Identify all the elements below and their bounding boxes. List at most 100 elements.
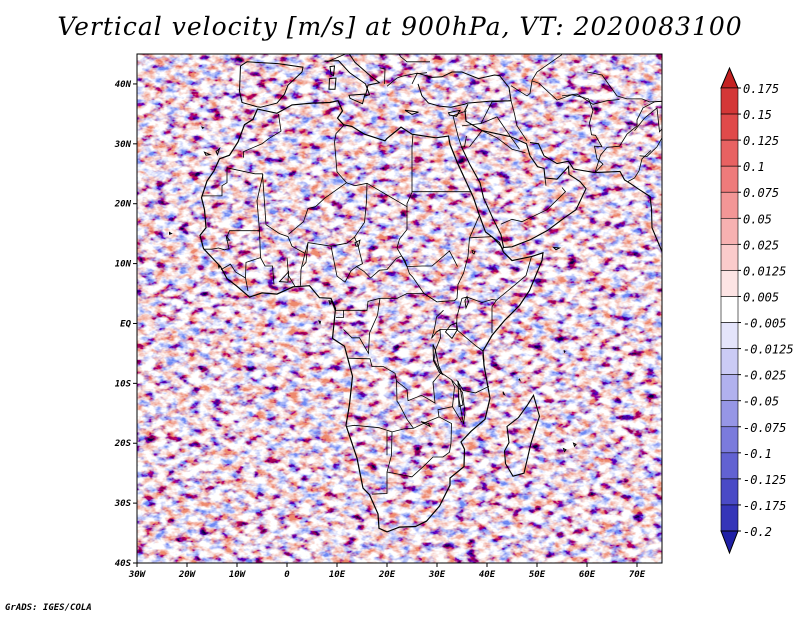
country-border bbox=[456, 296, 498, 334]
colorbar-level-label: 0.075 bbox=[743, 186, 779, 200]
country-border bbox=[401, 250, 458, 268]
country-border bbox=[202, 167, 228, 197]
island-outline bbox=[518, 378, 522, 382]
arabia-coastline bbox=[461, 104, 587, 248]
country-border bbox=[452, 110, 467, 148]
lon-tick-label: 40E bbox=[479, 570, 496, 580]
colorbar-swatch bbox=[720, 452, 739, 480]
country-border bbox=[343, 298, 381, 355]
country-border bbox=[456, 379, 490, 394]
lat-tick-label: 30S bbox=[114, 499, 132, 509]
colorbar-level-label: -0.175 bbox=[743, 499, 786, 513]
island-outline bbox=[447, 109, 461, 117]
colorbar-swatch bbox=[720, 374, 739, 402]
country-border bbox=[302, 242, 309, 267]
island-outline bbox=[201, 126, 205, 130]
colorbar-bottom-arrow bbox=[720, 530, 739, 555]
island-outline bbox=[552, 246, 562, 251]
country-border bbox=[300, 253, 306, 286]
lat-tick-label: 10N bbox=[115, 260, 132, 270]
lat-tick-label: 30N bbox=[114, 140, 132, 150]
country-border bbox=[326, 54, 347, 63]
country-border bbox=[500, 187, 567, 225]
country-border bbox=[336, 310, 344, 318]
lat-tick-label: 20S bbox=[114, 439, 132, 449]
colorbar-swatch bbox=[720, 87, 739, 115]
country-border bbox=[561, 93, 620, 105]
island-outline bbox=[482, 354, 485, 362]
country-border bbox=[347, 357, 442, 404]
lat-tick-label: 40S bbox=[115, 559, 132, 569]
lon-tick-label: 70E bbox=[629, 570, 646, 580]
island-outline bbox=[318, 320, 322, 326]
country-border bbox=[452, 406, 463, 423]
country-border bbox=[379, 67, 386, 84]
colorbar-swatch bbox=[720, 139, 739, 167]
island-outline bbox=[215, 147, 221, 156]
island-outline bbox=[572, 442, 577, 448]
country-border bbox=[371, 380, 415, 495]
island-outline bbox=[348, 93, 366, 105]
country-border bbox=[411, 72, 428, 85]
island-outline bbox=[217, 264, 221, 270]
colorbar-swatch bbox=[720, 191, 739, 219]
island-outline bbox=[169, 231, 173, 235]
iberia-coastline bbox=[238, 61, 304, 108]
country-border bbox=[594, 100, 662, 173]
colorbar-level-label: 0.15 bbox=[743, 108, 772, 122]
africa-coastline bbox=[199, 100, 544, 533]
colorbar-top-arrow bbox=[720, 66, 739, 89]
colorbar-swatch bbox=[720, 165, 739, 193]
italy-coastline bbox=[324, 54, 381, 97]
lake-outline bbox=[432, 344, 444, 376]
country-border bbox=[334, 141, 347, 183]
colorbar-level-label: -0.075 bbox=[743, 421, 786, 435]
country-border bbox=[586, 71, 662, 103]
country-border bbox=[627, 150, 652, 182]
island-outline bbox=[329, 65, 336, 77]
country-border bbox=[544, 177, 547, 186]
colorbar-swatch bbox=[720, 296, 739, 323]
colorbar: 0.175 0.15 0.125 0.1 0.075 0.05 0.025 0.0125 0.0… bbox=[720, 66, 794, 555]
island-outline bbox=[563, 350, 566, 354]
country-border bbox=[413, 416, 452, 458]
map-frame bbox=[136, 53, 663, 564]
country-border bbox=[480, 100, 528, 142]
colorbar-level-label: 0.1 bbox=[743, 160, 765, 174]
country-border bbox=[330, 246, 357, 283]
country-border bbox=[226, 167, 355, 254]
country-border bbox=[461, 116, 520, 150]
chart-title: Vertical velocity [m/s] at 900hPa, VT: 2… bbox=[57, 12, 743, 41]
island-outline bbox=[562, 447, 567, 453]
country-border bbox=[496, 256, 532, 301]
island-outline bbox=[328, 77, 337, 90]
lat-tick-label: 10S bbox=[115, 379, 132, 389]
lake-outline bbox=[464, 295, 469, 310]
colorbar-level-label: 0.125 bbox=[743, 134, 779, 148]
country-border bbox=[469, 130, 526, 154]
country-border bbox=[345, 424, 393, 433]
colorbar-level-label: -0.2 bbox=[743, 525, 772, 539]
colorbar-swatch bbox=[720, 217, 739, 245]
lon-tick-label: 10W bbox=[229, 570, 247, 580]
country-border bbox=[259, 230, 275, 285]
lat-tick-label: 20N bbox=[114, 200, 132, 210]
lon-tick-label: 20E bbox=[378, 570, 396, 580]
colorbar-level-label: 0.0125 bbox=[743, 264, 786, 278]
colorbar-level-label: -0.125 bbox=[743, 473, 786, 487]
island-outline bbox=[404, 109, 419, 116]
country-border bbox=[510, 80, 604, 173]
country-border bbox=[639, 137, 662, 157]
colorbar-swatch bbox=[720, 478, 739, 506]
island-outline bbox=[328, 300, 333, 306]
map-axes: 30W 20W 10W 0 10E 20E 30E 40E 50E 60E 70E 40N 30N 20N… bbox=[114, 53, 663, 580]
colorbar-level-label: -0.025 bbox=[743, 369, 786, 383]
lon-tick-label: 60E bbox=[579, 570, 596, 580]
lon-tick-label: 30E bbox=[428, 570, 446, 580]
lake-outline bbox=[457, 380, 464, 408]
turkey-coastline bbox=[417, 71, 512, 108]
country-border bbox=[386, 72, 418, 87]
lake-outline bbox=[278, 270, 290, 283]
colorbar-level-label: -0.0125 bbox=[743, 343, 794, 357]
